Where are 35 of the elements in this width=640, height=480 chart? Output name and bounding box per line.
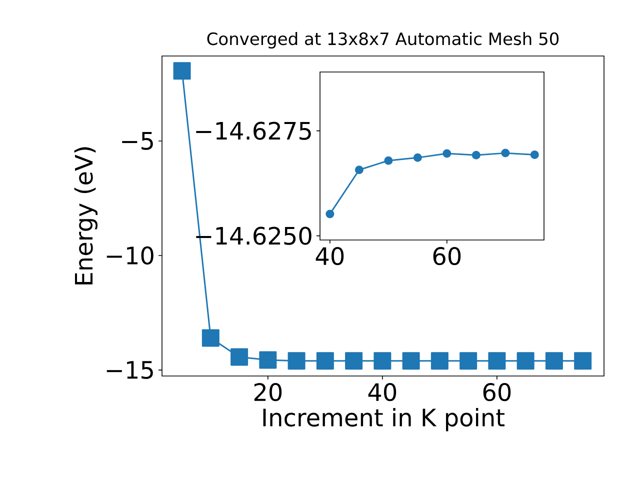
point bbox=[326, 210, 334, 218]
point bbox=[488, 352, 506, 370]
point bbox=[574, 352, 592, 370]
point bbox=[259, 351, 277, 369]
x-axis-title: Increment in K point bbox=[263, 408, 504, 432]
point bbox=[173, 62, 191, 80]
point bbox=[430, 352, 448, 370]
x-tick-label: 60 bbox=[483, 383, 511, 402]
y-tick-label: −10 bbox=[106, 246, 154, 265]
point bbox=[501, 148, 510, 158]
x-tick-label: 60 bbox=[433, 247, 461, 266]
point bbox=[345, 352, 363, 370]
point bbox=[354, 166, 364, 174]
point bbox=[545, 352, 563, 370]
point bbox=[316, 352, 334, 370]
point bbox=[460, 352, 478, 370]
x-tick-label: 40 bbox=[316, 247, 344, 266]
point bbox=[530, 150, 539, 159]
y-tick-label: −5 bbox=[122, 132, 153, 150]
x-tick-label: 40 bbox=[368, 383, 396, 402]
point bbox=[384, 156, 393, 165]
point bbox=[413, 153, 422, 162]
x-tick-label: 20 bbox=[254, 383, 282, 402]
point bbox=[202, 329, 220, 347]
point bbox=[516, 352, 534, 370]
y-tick-label: −15 bbox=[106, 361, 153, 379]
point bbox=[472, 150, 480, 160]
point bbox=[288, 352, 306, 370]
y-tick-label: −14.6275 bbox=[196, 122, 311, 140]
point bbox=[230, 348, 248, 366]
point bbox=[374, 352, 392, 370]
chart-title: Converged at 13x8x7 Automatic Mesh 50 bbox=[207, 32, 559, 48]
point bbox=[442, 149, 452, 158]
y-axis-title: Energy (eV) bbox=[74, 147, 98, 284]
point bbox=[402, 352, 420, 370]
